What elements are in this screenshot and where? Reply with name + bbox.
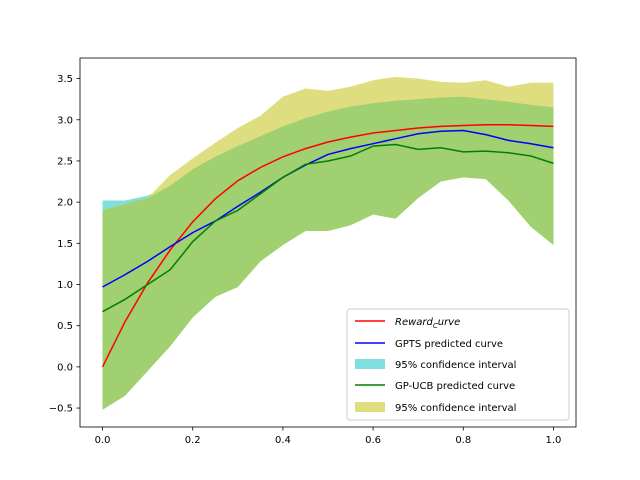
axis-ticks: 0.0 0.2 0.4 0.6 0.8 1.0 −0.5 0.0 0.5 1.0 1.5 2.0 2.5… xyxy=(49,74,562,446)
legend-label-gpucb-interval: 95% confidence interval xyxy=(395,403,516,414)
x-tick-label: 0.0 xyxy=(95,435,111,446)
y-tick-label: −0.5 xyxy=(49,404,73,415)
legend-label-gpts-curve: GPTS predicted curve xyxy=(395,339,503,350)
legend-label-reward-curve: RewardCurve xyxy=(395,317,460,330)
gpucb-curve-line xyxy=(102,143,554,313)
y-tick-label: 0.0 xyxy=(57,362,73,373)
y-tick-label: 3.5 xyxy=(57,74,73,85)
axes-frame xyxy=(79,57,577,428)
y-tick-label: 3.0 xyxy=(57,115,73,126)
legend-label-gpucb-curve: GP-UCB predicted curve xyxy=(395,381,515,392)
x-tick-label: 0.2 xyxy=(185,435,201,446)
legend-swatch-gpucb-interval xyxy=(355,402,385,412)
overlap-band xyxy=(102,96,554,410)
x-tick-label: 1.0 xyxy=(546,435,562,446)
gpts-curve-line xyxy=(102,129,554,288)
x-tick-label: 0.8 xyxy=(455,435,471,446)
y-tick-label: 1.5 xyxy=(57,239,73,250)
y-tick-label: 1.0 xyxy=(57,280,73,291)
y-tick-label: 0.5 xyxy=(57,321,73,332)
legend-label-gpts-interval: 95% confidence interval xyxy=(395,360,516,371)
y-tick-label: 2.5 xyxy=(57,156,73,167)
legend-swatch-gpts-interval xyxy=(355,359,385,369)
x-tick-label: 0.6 xyxy=(365,435,381,446)
legend-box xyxy=(346,308,570,421)
x-tick-label: 0.4 xyxy=(275,435,291,446)
legend: RewardCurve GPTS predicted curve 95% con… xyxy=(346,308,570,421)
y-tick-label: 2.0 xyxy=(57,198,73,209)
plot-area xyxy=(101,76,554,410)
reward-curve-line xyxy=(101,123,554,368)
